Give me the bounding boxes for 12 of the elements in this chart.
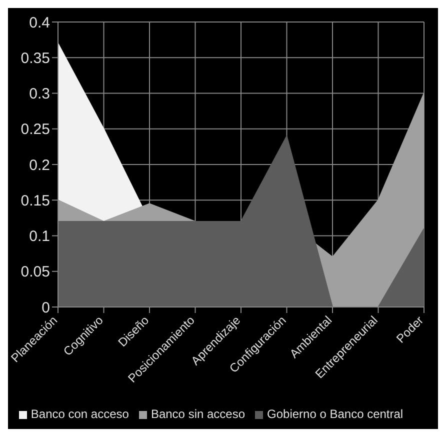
y-tick-label: 0.25 <box>20 121 50 138</box>
y-tick-label: 0.1 <box>29 228 50 246</box>
y-tick-label: 0.05 <box>20 264 50 281</box>
legend-label: Banco con acceso <box>30 407 129 421</box>
y-tick-label: 0.4 <box>29 14 50 32</box>
y-tick-label: 0.2 <box>29 156 50 174</box>
y-tick-label: 0.3 <box>29 86 50 103</box>
y-tick-label: 0.15 <box>20 192 50 210</box>
y-tick-label: 0 <box>42 299 50 316</box>
legend-label: Banco sin acceso <box>150 407 246 421</box>
y-tick-label: 0.35 <box>20 50 50 67</box>
legend-label: Gobierno o Banco central <box>267 407 404 421</box>
